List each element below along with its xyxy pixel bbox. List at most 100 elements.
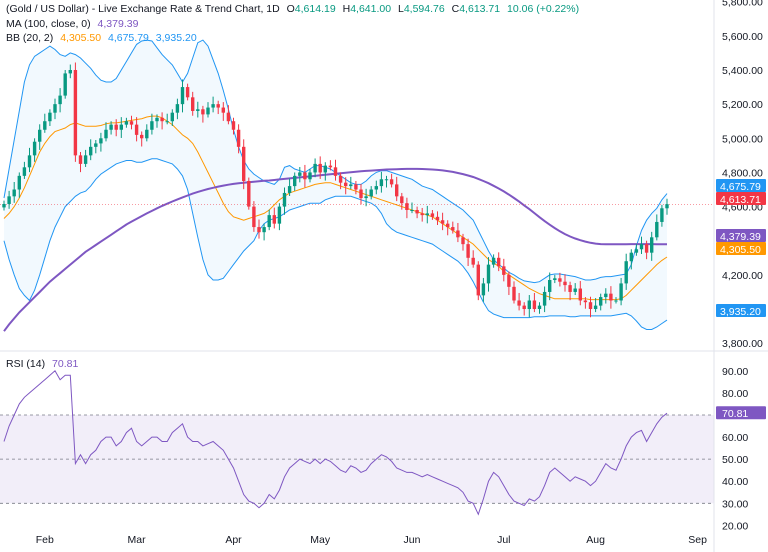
candle-body — [83, 155, 88, 164]
candle-body — [588, 302, 593, 310]
tag-bb-upper-bg — [716, 179, 766, 192]
candle-body — [216, 104, 220, 108]
candle-body — [639, 244, 644, 250]
candle-body — [384, 179, 389, 181]
candle-body — [486, 264, 491, 284]
candle-body — [165, 121, 169, 123]
candle-body — [619, 283, 623, 301]
bb-legend[interactable]: BB (20, 2) 4,305.50 4,675.79 3,935.20 — [6, 32, 201, 44]
candle-body — [542, 291, 547, 306]
price-tick-label: 5,600.00 — [722, 31, 763, 43]
candle-body — [53, 104, 57, 113]
rsi-legend[interactable]: RSI (14) 70.81 — [6, 358, 82, 370]
candle-body — [517, 300, 521, 306]
ohlc-close: C4,613.71 — [451, 3, 501, 15]
candle-body — [655, 221, 659, 238]
candle-body — [333, 167, 338, 176]
candle-body — [405, 203, 409, 210]
candle-body — [415, 210, 419, 214]
candle-body — [124, 121, 129, 125]
tag-bb-basis-bg — [716, 242, 766, 255]
bb-basis-line — [3, 115, 668, 301]
candle-body — [349, 184, 353, 187]
candle-body — [359, 189, 363, 199]
candle-body — [497, 257, 501, 267]
chart-header: (Gold / US Dollar) - Live Exchange Rate … — [6, 3, 583, 15]
candle-body — [614, 300, 618, 302]
candle-body — [471, 257, 475, 265]
candle-body — [109, 124, 113, 130]
candle-body — [558, 278, 562, 282]
candle-body — [466, 244, 470, 258]
candle-body — [78, 155, 83, 164]
candle-body — [206, 107, 210, 115]
bb-legend-basis: 4,305.50 — [60, 32, 102, 44]
time-tick-label: Aug — [586, 534, 605, 546]
candle-body — [634, 249, 639, 253]
candle-body — [644, 244, 649, 253]
candle-body — [58, 95, 62, 105]
candle-body — [155, 117, 159, 122]
time-tick-label: Apr — [225, 534, 242, 546]
candle-body — [140, 134, 144, 139]
candle-body — [63, 73, 67, 96]
tag-rsi-text: 70.81 — [722, 408, 748, 420]
candle-body — [420, 213, 424, 216]
candle-body — [22, 167, 27, 176]
time-tick-label: Mar — [128, 534, 147, 546]
candle-body — [68, 70, 72, 74]
candle-body — [451, 227, 455, 231]
tag-bb-lower-bg — [716, 304, 766, 317]
candle-body — [236, 129, 241, 147]
candle-body — [512, 286, 516, 301]
candle-body — [527, 300, 531, 310]
ma-legend-label: MA (100, close, 0) — [6, 18, 91, 30]
candle-body — [507, 274, 511, 287]
candlesticks[interactable] — [2, 62, 669, 318]
tag-ma-bg — [716, 229, 766, 242]
candle-body — [476, 264, 480, 296]
time-tick-label: Jul — [497, 534, 510, 546]
candle-body — [27, 155, 32, 168]
candle-body — [328, 165, 333, 168]
candle-body — [456, 230, 460, 238]
bb-lower-line — [3, 158, 668, 330]
candle-body — [242, 146, 246, 181]
price-tick-label: 5,800.00 — [722, 0, 763, 9]
candle-body — [573, 288, 577, 292]
rsi-legend-value: 70.81 — [52, 358, 79, 370]
rsi-tick-label: 80.00 — [722, 388, 748, 400]
candle-body — [211, 104, 215, 108]
candle-body — [563, 281, 567, 286]
rsi-tick-label: 60.00 — [722, 432, 748, 444]
candle-body — [446, 223, 450, 228]
candle-body — [593, 305, 598, 310]
candle-body — [379, 179, 384, 187]
time-tick-label: Sep — [688, 534, 707, 546]
candle-body — [293, 175, 297, 187]
candle-body — [38, 129, 42, 142]
candle-body — [430, 213, 435, 217]
chart-title: (Gold / US Dollar) - Live Exchange Rate … — [6, 3, 280, 15]
price-tick-label: 5,000.00 — [722, 133, 763, 145]
candle-body — [491, 257, 496, 265]
tag-bb-lower-text: 3,935.20 — [720, 306, 761, 318]
ma-legend-value: 4,379.39 — [97, 18, 139, 30]
candle-body — [344, 182, 348, 187]
candle-body — [150, 121, 154, 130]
ohlc-change: 10.06 (+0.22%) — [507, 3, 580, 15]
candle-body — [282, 192, 287, 207]
candle-body — [410, 210, 414, 211]
rsi-line — [3, 370, 668, 516]
candle-body — [201, 109, 205, 115]
candle-body — [364, 196, 368, 199]
price-tick-label: 4,800.00 — [722, 167, 763, 179]
candle-body — [73, 70, 78, 156]
candle-body — [89, 146, 93, 156]
candle-body — [145, 129, 149, 139]
ma-legend[interactable]: MA (100, close, 0) 4,379.39 — [6, 18, 142, 30]
candle-body — [440, 220, 445, 224]
time-tick-label: May — [310, 534, 331, 546]
candle-body — [48, 112, 52, 122]
